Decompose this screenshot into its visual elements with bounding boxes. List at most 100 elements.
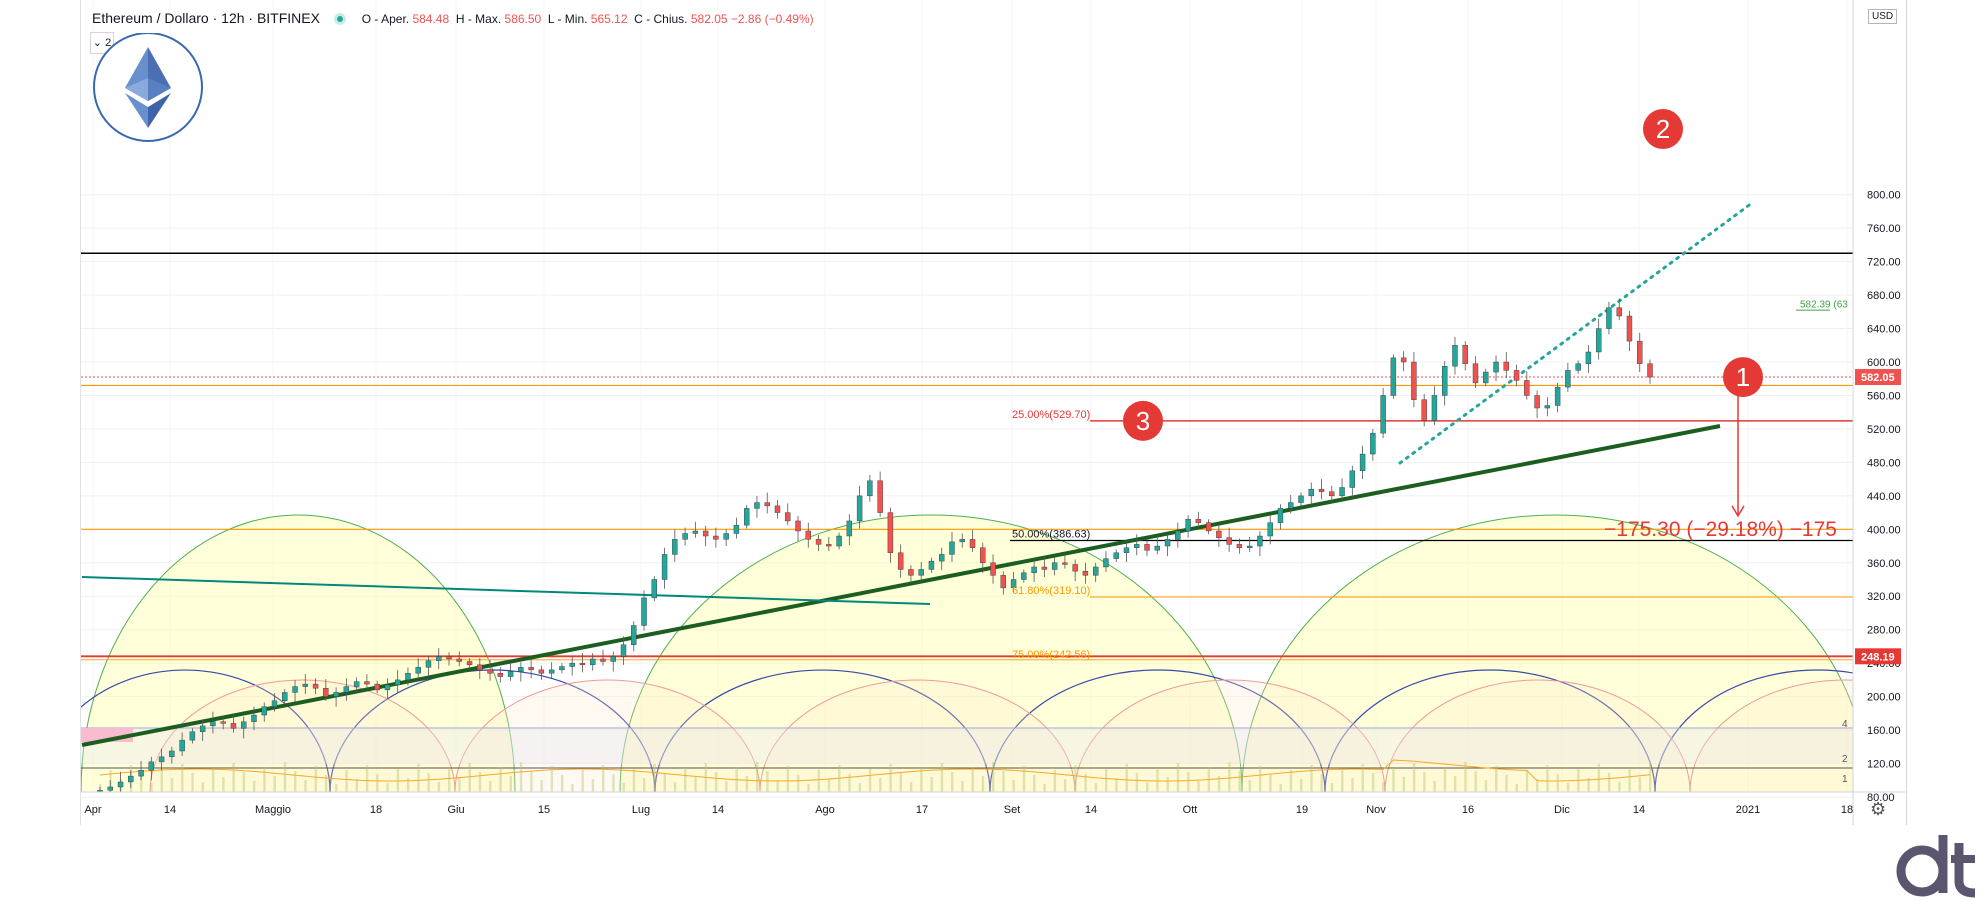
volume-bar — [1228, 762, 1231, 792]
candle-body — [918, 569, 924, 576]
volume-bar — [1402, 777, 1406, 792]
price-tick-label: 640.00 — [1867, 324, 1901, 336]
candle-body — [1205, 522, 1212, 532]
volume-bar — [971, 767, 974, 792]
volume-bar — [1515, 784, 1518, 792]
candle-body — [1062, 562, 1068, 565]
candle-body — [128, 775, 134, 783]
symbol-title[interactable]: Ethereum / Dollaro · 12h · BITFINEX — [92, 10, 320, 26]
candle-body — [785, 512, 791, 522]
candle-body — [682, 533, 688, 540]
volume-bar — [283, 762, 287, 792]
time-axis[interactable]: Apr 14 Maggio 18 Giu 15 Lug 14 Ago 17 Set 14 Ott 19 No… — [81, 791, 1905, 816]
candle-body — [230, 723, 237, 729]
volume-bar — [1176, 763, 1180, 792]
candle-body — [394, 679, 401, 686]
volume-bar — [1156, 768, 1159, 792]
candle-body — [487, 669, 493, 674]
cycle-arc-medium — [1654, 669, 1853, 792]
candle-body — [641, 597, 647, 626]
volume-bar — [1453, 776, 1457, 792]
candle-body — [631, 625, 637, 645]
candle-body — [1626, 315, 1633, 342]
volume-bar — [1033, 775, 1036, 792]
price-axis[interactable]: 800.00 760.00 720.00 680.00 640.00 600.00 560.… — [1852, 0, 1901, 825]
candle-body — [702, 530, 709, 537]
price-tick-label: 200.00 — [1867, 692, 1901, 704]
time-tick-label: Ago — [815, 804, 835, 816]
volume-bar — [745, 776, 749, 792]
volume-bar — [201, 782, 205, 792]
candle-body — [1493, 361, 1499, 373]
volume-bar — [1474, 771, 1477, 792]
chart-frame[interactable] — [80, 0, 1907, 825]
time-tick-label: 18 — [1841, 804, 1853, 816]
volume-bar — [1341, 769, 1344, 792]
volume-bar — [940, 763, 944, 792]
candle-body — [1575, 363, 1581, 371]
volume-bar — [848, 774, 851, 792]
candle-body — [969, 539, 976, 548]
candle-body — [1524, 380, 1530, 396]
time-tick-label: Maggio — [255, 804, 291, 816]
volume-bar — [1536, 779, 1539, 792]
time-tick-label: Set — [1004, 804, 1021, 816]
fib-label: 75.00%(242.56) — [1012, 649, 1090, 661]
main-trend-line — [81, 424, 1721, 747]
volume-bar — [1638, 777, 1642, 792]
volume-bar — [858, 783, 862, 792]
volume-bar — [1495, 766, 1498, 792]
volume-bar — [273, 776, 276, 792]
candle-body — [1442, 366, 1448, 396]
time-tick-label: Nov — [1366, 804, 1386, 816]
time-tick-label: Ott — [1183, 804, 1198, 816]
volume-bar — [437, 782, 441, 792]
volume-bar — [170, 778, 174, 792]
volume-bar — [1104, 769, 1108, 792]
candle-body — [1421, 399, 1427, 421]
volume-bar — [1187, 772, 1190, 792]
volume-bar — [376, 774, 379, 792]
volume-bar — [252, 781, 256, 792]
candle-body — [723, 533, 729, 540]
candle-body — [1329, 491, 1335, 497]
candle-body — [220, 721, 226, 724]
candle-body — [1380, 395, 1386, 434]
oscillator-value-label: 2 — [1842, 754, 1848, 765]
volume-bar — [1063, 779, 1067, 792]
candle-body — [815, 539, 822, 545]
candle-body — [600, 658, 606, 662]
cycle-arc-small — [1074, 679, 1386, 792]
volume-bar — [601, 765, 605, 792]
volume-bar — [1084, 774, 1087, 792]
candle-body — [1462, 345, 1468, 364]
volume-bar — [468, 763, 471, 792]
volume-bar — [1299, 779, 1303, 792]
volume-bar — [1269, 775, 1272, 792]
candle-body — [446, 656, 452, 660]
market-status-icon — [333, 13, 346, 26]
collapse-indicators-button[interactable]: ⌄ 2 — [90, 32, 114, 54]
currency-badge[interactable]: USD — [1868, 9, 1898, 24]
candle-body — [887, 512, 894, 553]
gear-icon[interactable]: ⚙ — [1870, 799, 1887, 819]
volume-bar — [797, 775, 800, 792]
volume-bar — [1649, 763, 1652, 792]
volume-bar — [335, 784, 338, 792]
candle-body — [1411, 361, 1417, 400]
candle-body — [1072, 564, 1078, 572]
time-tick-label: 14 — [1633, 804, 1645, 816]
volume-bar — [653, 764, 656, 792]
candle-body — [620, 644, 627, 657]
candle-body — [1164, 539, 1171, 547]
volume-bar — [827, 779, 831, 792]
last-price-tag-text: 582.05 — [1861, 372, 1895, 384]
candle-body — [1144, 544, 1150, 551]
candle-body — [805, 530, 811, 540]
candle-body — [990, 562, 996, 576]
dotted-trend-line — [1398, 201, 1754, 465]
candle-body — [210, 721, 216, 727]
marker-circle-1 — [1723, 357, 1763, 398]
volume-bar — [591, 779, 595, 792]
